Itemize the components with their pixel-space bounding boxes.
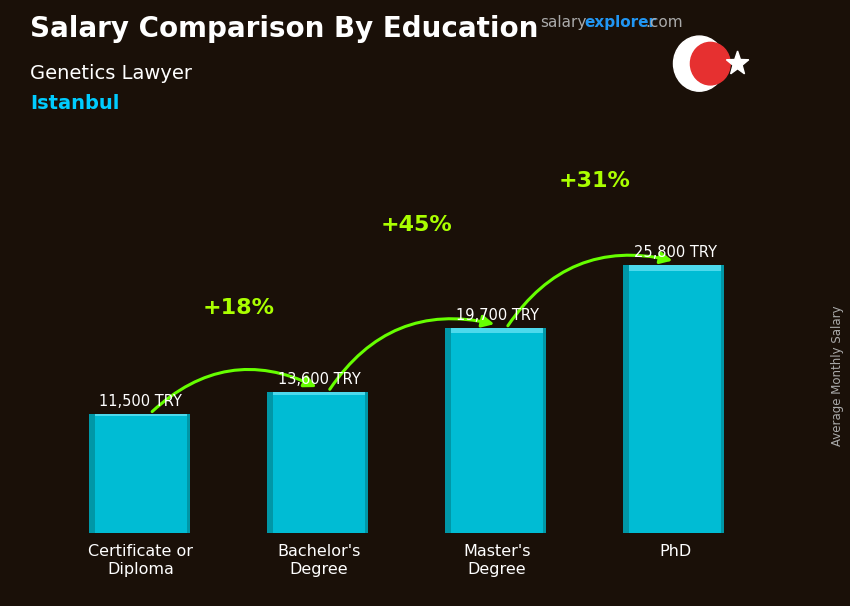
Text: +31%: +31%	[559, 171, 631, 191]
Bar	[94, 413, 187, 416]
Text: 13,600 TRY: 13,600 TRY	[278, 371, 360, 387]
Bar	[623, 265, 629, 533]
Text: +45%: +45%	[381, 215, 453, 235]
Text: +18%: +18%	[203, 298, 275, 318]
Text: Salary Comparison By Education: Salary Comparison By Education	[30, 15, 538, 43]
Bar	[187, 413, 190, 533]
Bar	[543, 328, 547, 533]
Bar	[273, 391, 366, 533]
Bar	[267, 391, 273, 533]
Text: salary: salary	[540, 15, 586, 30]
Bar	[450, 328, 543, 333]
Bar	[629, 265, 722, 533]
Bar	[445, 328, 451, 533]
Bar	[722, 265, 724, 533]
FancyArrowPatch shape	[330, 316, 491, 389]
Text: Istanbul: Istanbul	[30, 94, 119, 113]
Text: 11,500 TRY: 11,500 TRY	[99, 393, 182, 408]
Text: 19,700 TRY: 19,700 TRY	[456, 308, 539, 323]
Text: explorer: explorer	[584, 15, 656, 30]
FancyArrowPatch shape	[507, 253, 669, 326]
FancyArrowPatch shape	[152, 370, 314, 411]
Bar	[273, 391, 366, 395]
Bar	[450, 328, 543, 533]
Text: .com: .com	[645, 15, 683, 30]
Text: Genetics Lawyer: Genetics Lawyer	[30, 64, 192, 82]
Text: Average Monthly Salary: Average Monthly Salary	[830, 305, 844, 446]
Text: 25,800 TRY: 25,800 TRY	[633, 245, 717, 259]
Circle shape	[673, 36, 725, 91]
Bar	[94, 413, 187, 533]
Circle shape	[690, 42, 730, 85]
Polygon shape	[727, 51, 749, 74]
Bar	[366, 391, 368, 533]
Bar	[89, 413, 94, 533]
Bar	[629, 265, 722, 271]
